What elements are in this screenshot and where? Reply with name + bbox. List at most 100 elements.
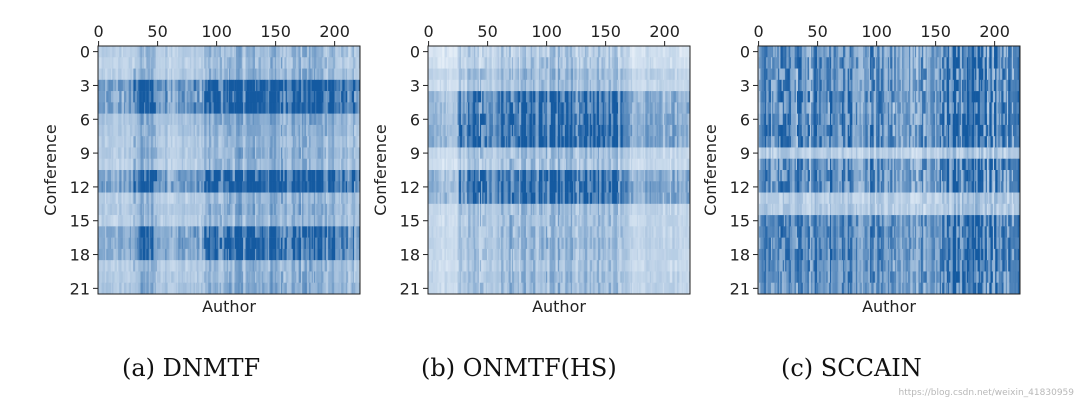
heatmap-cell	[192, 260, 195, 272]
heatmap-cell	[271, 91, 274, 103]
heatmap-cell	[277, 125, 280, 137]
heatmap-cell	[572, 159, 575, 171]
heatmap-row	[428, 69, 690, 81]
heatmap-row	[428, 147, 690, 159]
heatmap-cell	[249, 159, 252, 171]
heatmap-cell	[136, 80, 139, 92]
heatmap-cell	[237, 136, 240, 148]
heatmap-cell	[518, 91, 521, 103]
heatmap-cell	[251, 249, 254, 261]
heatmap-cell	[185, 57, 188, 69]
heatmap-cell	[432, 170, 435, 182]
heatmap-cell	[225, 46, 228, 58]
heatmap-cell	[485, 57, 488, 69]
heatmap-cell	[183, 181, 186, 193]
heatmap-cell	[211, 170, 214, 182]
heatmap-cell	[292, 147, 295, 159]
heatmap-cell	[472, 159, 475, 171]
heatmap-cell	[646, 57, 649, 69]
heatmap-cell	[266, 181, 269, 193]
heatmap-cell	[238, 249, 241, 261]
heatmap-cell	[209, 46, 212, 58]
heatmap-cell	[665, 102, 668, 114]
heatmap-cell	[303, 215, 306, 227]
heatmap-cell	[333, 46, 336, 58]
heatmap-cell	[563, 147, 566, 159]
heatmap-cell	[243, 46, 246, 58]
heatmap-cell	[182, 215, 185, 227]
heatmap-cell	[351, 125, 354, 137]
heatmap-cell	[606, 102, 609, 114]
heatmap-cell	[172, 125, 175, 137]
heatmap-cell	[110, 102, 113, 114]
heatmap-cell	[106, 271, 109, 283]
heatmap-cell	[112, 226, 115, 238]
heatmap-cell	[636, 91, 639, 103]
heatmap-cell	[222, 271, 225, 283]
heatmap-cell	[263, 260, 266, 272]
heatmap-cell	[675, 69, 678, 81]
heatmap-cell	[156, 181, 159, 193]
heatmap-cell	[202, 159, 205, 171]
heatmap-cell	[583, 147, 586, 159]
heatmap-cell	[125, 57, 128, 69]
heatmap-cell	[259, 170, 262, 182]
heatmap-cell	[290, 249, 293, 261]
heatmap-cell	[640, 125, 643, 137]
heatmap-cell	[520, 46, 523, 58]
heatmap-cell	[249, 147, 252, 159]
heatmap-cell	[281, 193, 284, 205]
heatmap-cell	[517, 159, 520, 171]
heatmap-cell	[135, 114, 138, 126]
heatmap-cell	[347, 181, 350, 193]
heatmap-cell	[319, 91, 322, 103]
heatmap-cell	[459, 114, 462, 126]
heatmap-cell	[207, 226, 210, 238]
heatmap-cell	[315, 147, 318, 159]
heatmap-cell	[205, 46, 208, 58]
heatmap-cell	[639, 80, 642, 92]
heatmap-cell	[129, 193, 132, 205]
heatmap-cell	[292, 238, 295, 250]
heatmap-row	[428, 80, 690, 92]
heatmap-cell	[334, 159, 337, 171]
heatmap-cell	[681, 69, 684, 81]
heatmap-cell	[590, 147, 593, 159]
heatmap-cell	[574, 80, 577, 92]
heatmap-cell	[302, 170, 305, 182]
heatmap-cell	[604, 147, 607, 159]
heatmap-cell	[339, 271, 342, 283]
heatmap-cell	[577, 147, 580, 159]
heatmap-cell	[120, 238, 123, 250]
heatmap-cell	[266, 260, 269, 272]
heatmap-cell	[254, 159, 257, 171]
heatmap-cell	[568, 91, 571, 103]
heatmap-cell	[496, 125, 499, 137]
heatmap-cell	[483, 46, 486, 58]
heatmap-cell	[122, 91, 125, 103]
heatmap-cell	[479, 57, 482, 69]
heatmap-cell	[104, 283, 107, 295]
heatmap-cell	[156, 226, 159, 238]
heatmap-cell	[459, 170, 462, 182]
heatmap-cell	[276, 147, 279, 159]
heatmap-cell	[468, 46, 471, 58]
heatmap-cell	[353, 204, 356, 216]
heatmap-cell	[328, 215, 331, 227]
heatmap-cell	[164, 193, 167, 205]
heatmap-cell	[201, 193, 204, 205]
heatmap-cell	[642, 69, 645, 81]
heatmap-cell	[328, 57, 331, 69]
heatmap-cell	[150, 46, 153, 58]
heatmap-cell	[596, 46, 599, 58]
heatmap-cell	[433, 69, 436, 81]
heatmap-cell	[190, 193, 193, 205]
heatmap-cell	[462, 57, 465, 69]
heatmap-cell	[310, 136, 313, 148]
heatmap-cell	[351, 80, 354, 92]
heatmap-cell	[100, 249, 103, 261]
heatmap-cell	[511, 80, 514, 92]
heatmap-cell	[149, 204, 152, 216]
heatmap-cell	[100, 226, 103, 238]
heatmap-cell	[331, 226, 334, 238]
